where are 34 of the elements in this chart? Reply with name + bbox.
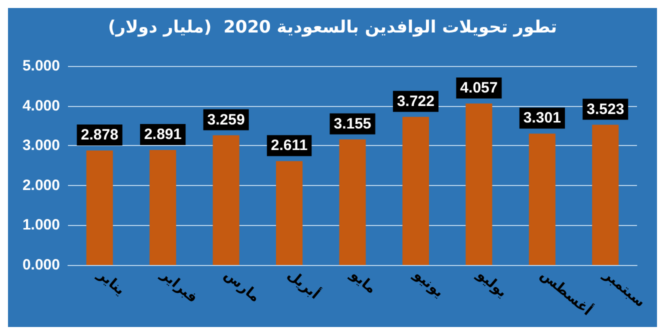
x-tick-label: سبتمبر (599, 266, 648, 311)
x-tick-label: يناير (94, 266, 128, 299)
y-tick-label: 5.000 (22, 58, 60, 74)
bar (276, 161, 303, 265)
x-tick-label: يونيو (410, 266, 447, 301)
bar (466, 104, 492, 265)
x-tick-label: يوليو (473, 266, 510, 301)
bar (402, 116, 429, 265)
chart-title: تطور تحويلات الوافدين بالسعودية 2020 (مليار دولار) (108, 18, 558, 38)
bar (86, 150, 113, 265)
data-label: 4.057 (460, 80, 498, 97)
data-label: 3.155 (334, 115, 372, 132)
bar (528, 134, 556, 265)
bar (592, 124, 619, 265)
data-label: 3.523 (586, 100, 624, 118)
x-tick-label: مايو (346, 266, 380, 298)
x-tick-label: فبراير (156, 266, 200, 306)
data-label: 3.259 (207, 111, 245, 128)
y-tick-label: 0.000 (22, 256, 60, 274)
x-tick-label: أغسطس (537, 265, 596, 320)
data-label: 2.611 (270, 137, 308, 154)
bar (212, 135, 240, 265)
y-tick-label: 3.000 (22, 137, 60, 154)
y-tick-label: 2.000 (22, 176, 60, 194)
y-tick-label: 4.000 (22, 97, 60, 114)
bar (339, 139, 366, 265)
data-label: 2.891 (144, 126, 182, 143)
y-tick-label: 1.000 (22, 216, 60, 234)
x-tick-label: مارس (220, 266, 263, 306)
bar (150, 150, 176, 265)
data-label: 3.722 (396, 92, 434, 110)
data-label: 2.878 (80, 126, 118, 144)
x-tick-label: أبريل (284, 265, 324, 303)
data-label: 3.301 (523, 110, 561, 127)
